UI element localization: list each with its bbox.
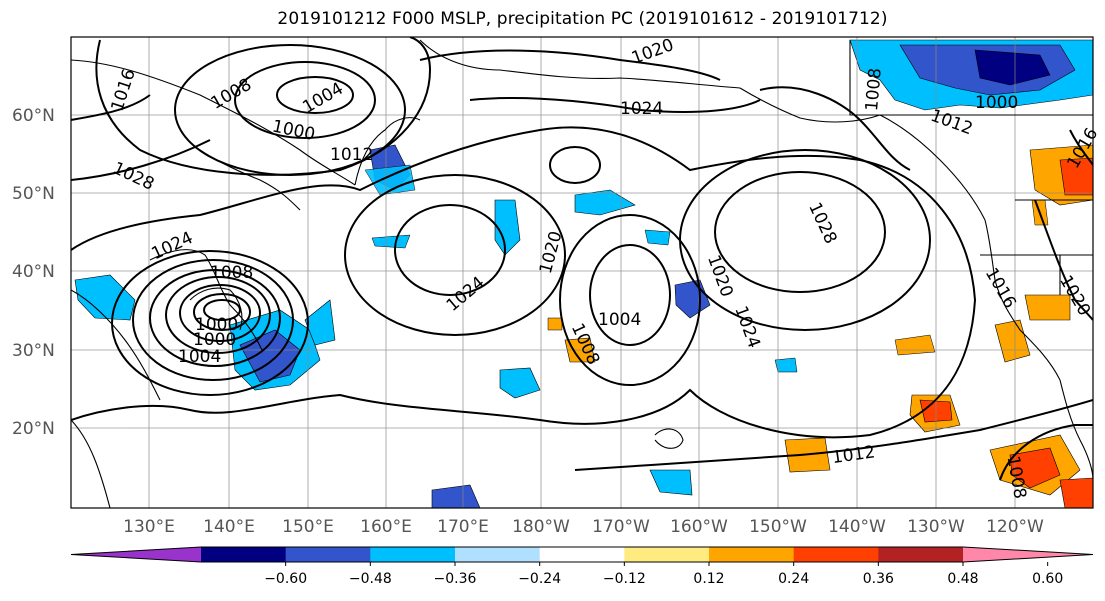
colorbar-segment [285, 547, 371, 562]
lat-label: 30°N [12, 341, 55, 361]
contour-label: 1012 [831, 442, 877, 468]
lon-label: 130°E [123, 517, 175, 537]
contour-label: 1012 [928, 106, 975, 140]
precip-fill [774, 357, 798, 373]
contour-label: 1020 [536, 229, 567, 276]
contour-label: 1024 [620, 99, 663, 119]
colorbar-segment [709, 547, 795, 562]
contour-label: 1020 [703, 252, 737, 299]
lon-label: 150°W [749, 517, 807, 537]
contour-label: 1008 [210, 263, 253, 283]
lon-label: 160°E [360, 517, 412, 537]
longitude-labels: 130°E 140°E 150°E 160°E 170°E 180°W 170°… [123, 517, 1044, 537]
lat-label: 50°N [12, 184, 55, 204]
colorbar-segment [201, 547, 287, 562]
contour-label: 1024 [730, 303, 764, 350]
colorbar-segment [370, 547, 456, 562]
precip-fill [649, 469, 693, 496]
colorbar-segment [878, 547, 964, 562]
colorbar-tick-label: −0.12 [603, 571, 646, 587]
lon-label: 130°W [907, 517, 965, 537]
lat-label: 60°N [12, 106, 55, 126]
precip-fill [494, 199, 521, 256]
contour-label: 1016 [981, 265, 1020, 312]
precip-fill [364, 164, 416, 196]
contour-label: 1008 [862, 67, 886, 112]
contour-label: 1024 [148, 228, 196, 264]
precip-fill [547, 317, 563, 331]
contour-label: 1000 [193, 330, 236, 350]
lon-label: 120°W [986, 517, 1044, 537]
precip-fill [1024, 294, 1071, 321]
colorbar: −0.60 −0.48 −0.36 −0.24 −0.12 0.12 0.24 0.36 0.4… [70, 546, 1094, 587]
colorbar-segment [539, 547, 625, 562]
contour-label: 1000 [195, 315, 238, 335]
colorbar-tick-label: 0.24 [778, 571, 809, 587]
lon-label: 140°E [203, 517, 255, 537]
precip-fill [574, 189, 636, 216]
colorbar-tick-label: 0.36 [863, 571, 894, 587]
map-frame [70, 36, 1094, 509]
precip-fill [644, 229, 671, 246]
lat-label: 20°N [12, 419, 55, 439]
mslp-contours [71, 37, 1093, 481]
lon-label: 160°W [670, 517, 728, 537]
precip-fill [499, 367, 541, 399]
precip-fill [1059, 477, 1093, 508]
contour-label: 1004 [178, 347, 221, 367]
precip-fill [1059, 157, 1093, 196]
precip-fill [894, 334, 936, 356]
precip-fill [74, 274, 136, 321]
contour-label: 1000 [975, 93, 1018, 113]
colorbar-segment [624, 547, 710, 562]
lon-label: 170°E [437, 517, 489, 537]
contour-label: 1016 [107, 67, 139, 114]
colorbar-tick-label: 0.48 [947, 571, 978, 587]
map-title: 2019101212 F000 MSLP, precipitation PC (… [277, 9, 888, 29]
colorbar-tick-label: −0.48 [349, 571, 392, 587]
colorbar-tick-label: −0.24 [518, 571, 561, 587]
colorbar-tick-label: −0.60 [264, 571, 307, 587]
contour-label: 1004 [598, 310, 641, 330]
lon-label: 180°W [512, 517, 570, 537]
precip-fill [674, 279, 711, 319]
colorbar-segment [455, 547, 541, 562]
contour-label: 1024 [443, 273, 489, 316]
precip-fill [304, 299, 336, 346]
contour-label: 1000 [270, 116, 316, 145]
lat-label: 40°N [12, 262, 55, 282]
colorbar-tick-label: −0.36 [434, 571, 477, 587]
colorbar-tick-label: 0.12 [693, 571, 724, 587]
colorbar-extend-low [71, 547, 201, 562]
precip-fill [974, 49, 1051, 86]
colorbar-extend-high [963, 547, 1093, 562]
colorbar-outline [70, 546, 1094, 563]
contour-label: 1028 [804, 199, 840, 247]
precip-fill [431, 484, 481, 508]
contour-label: 1012 [330, 145, 373, 165]
precip-fill [994, 319, 1031, 363]
colorbar-tick-label: 0.60 [1032, 571, 1063, 587]
colorbar-segment [793, 547, 879, 562]
lon-label: 140°W [828, 517, 886, 537]
precip-fill [371, 234, 411, 249]
precip-fill [1009, 447, 1061, 489]
lon-label: 150°E [282, 517, 334, 537]
contour-label: 1008 [208, 75, 255, 114]
latitude-labels: 60°N 50°N 40°N 30°N 20°N [12, 106, 55, 439]
lon-label: 170°W [592, 517, 650, 537]
